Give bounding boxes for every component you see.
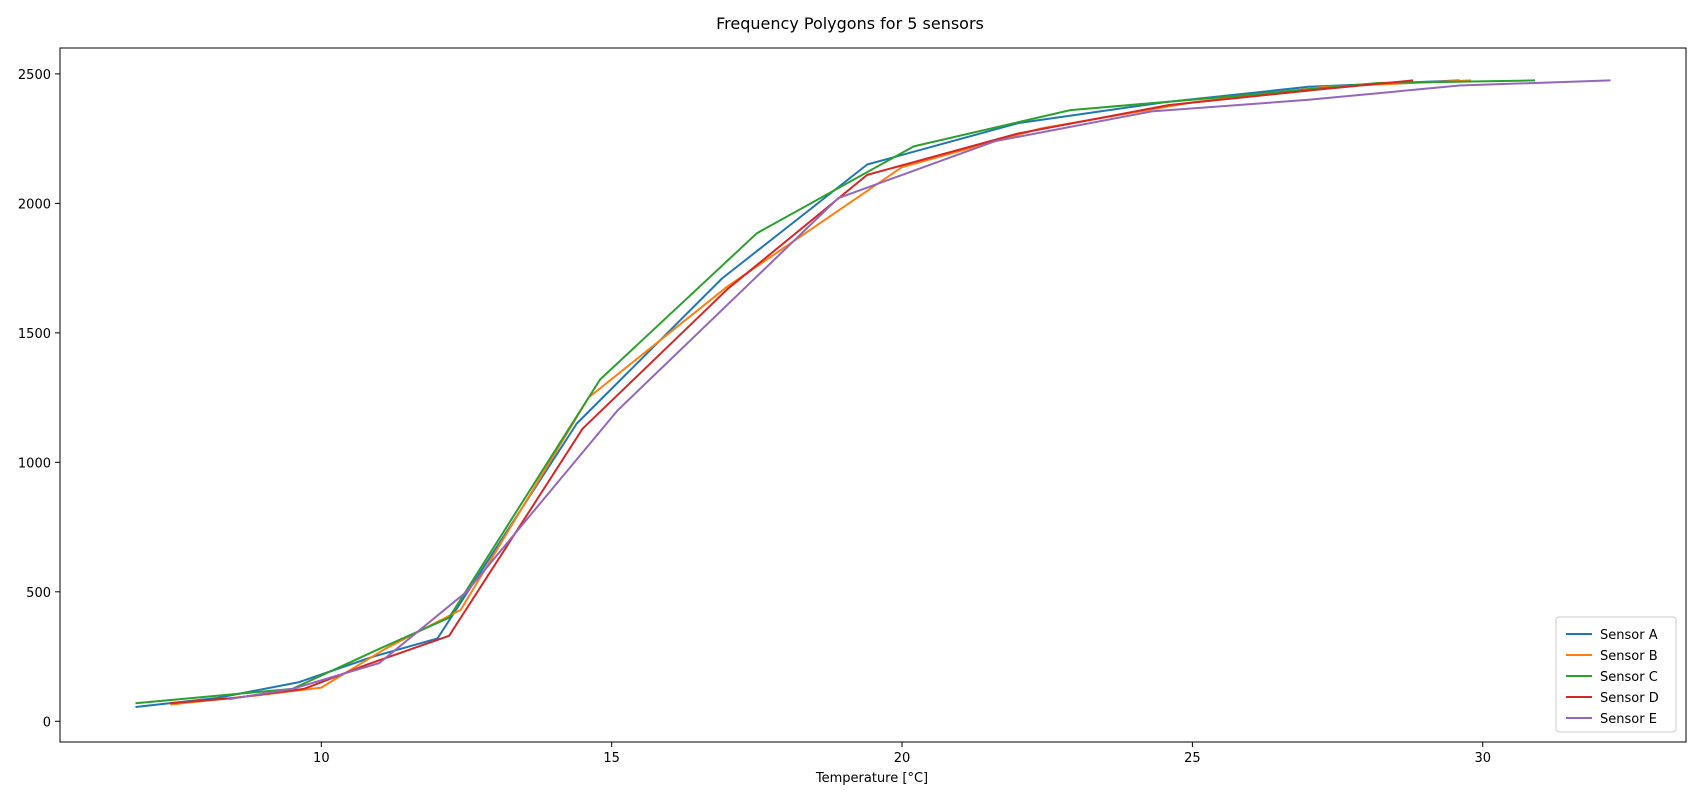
x-tick-label: 25 xyxy=(1184,751,1201,766)
y-tick-label: 1500 xyxy=(18,327,51,342)
legend-label: Sensor C xyxy=(1600,670,1658,685)
series-line-3 xyxy=(135,79,1536,705)
x-tick-label: 15 xyxy=(603,751,620,766)
y-tick-label: 1000 xyxy=(18,456,51,471)
y-tick-label: 2500 xyxy=(18,68,51,83)
x-tick-label: 30 xyxy=(1474,751,1491,766)
series-line-5 xyxy=(228,79,1611,701)
legend-label: Sensor B xyxy=(1600,649,1658,664)
y-tick-label: 500 xyxy=(26,586,51,601)
y-tick-label: 2000 xyxy=(18,197,51,212)
x-tick-label: 20 xyxy=(894,751,911,766)
legend-box xyxy=(1555,616,1677,733)
y-tick-label: 0 xyxy=(43,715,51,730)
series-line-4 xyxy=(170,79,1414,705)
x-axis-label: Temperature [°C] xyxy=(815,771,928,786)
chart-title: Frequency Polygons for 5 sensors xyxy=(716,14,984,33)
legend: Sensor A Sensor B Sensor C Sensor D Sensor E xyxy=(1555,616,1677,733)
plot-frame xyxy=(59,47,1687,743)
plot-area: 10 15 20 25 30 0 500 1000 1500 2000 2500 xyxy=(18,47,1687,766)
legend-label: Sensor D xyxy=(1600,691,1659,706)
x-tick-label: 10 xyxy=(313,751,330,766)
legend-label: Sensor E xyxy=(1600,712,1657,727)
legend-label: Sensor A xyxy=(1600,628,1658,643)
